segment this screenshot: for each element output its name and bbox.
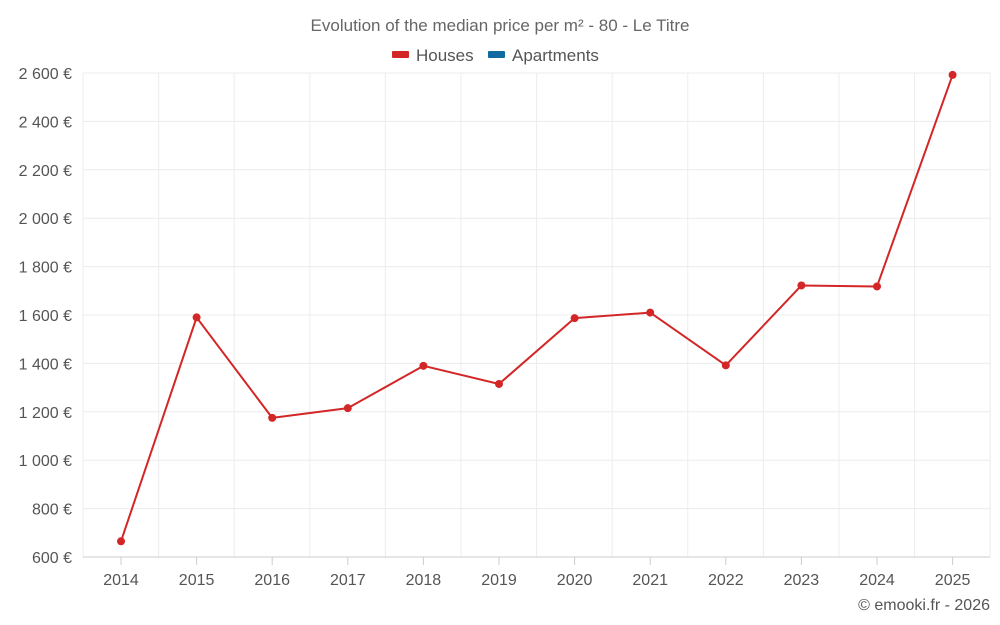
y-tick-label: 2 200 €: [19, 163, 72, 180]
x-tick-label: 2025: [935, 572, 971, 589]
data-point-houses-2014[interactable]: [117, 537, 125, 546]
data-point-houses-2019[interactable]: [495, 379, 503, 388]
data-point-houses-2022[interactable]: [721, 361, 730, 370]
data-point-houses-2020[interactable]: [570, 314, 579, 323]
x-tick-label: 2021: [632, 572, 668, 589]
data-point-houses-2024[interactable]: [873, 282, 881, 291]
x-tick-label: 2017: [330, 572, 366, 589]
x-tick-label: 2023: [784, 572, 820, 589]
credit-text: © emooki.fr - 2026: [858, 597, 990, 614]
chart-title: Evolution of the median price per m² - 8…: [311, 16, 690, 35]
x-tick-label: 2015: [179, 572, 215, 589]
legend-item-apartments[interactable]: Apartments: [488, 46, 599, 65]
data-point-houses-2018[interactable]: [419, 361, 428, 370]
x-tick-label: 2020: [557, 572, 593, 589]
data-point-houses-2023[interactable]: [797, 281, 806, 290]
y-tick-label: 2 400 €: [19, 114, 72, 131]
legend-label-apartments: Apartments: [512, 46, 599, 65]
y-tick-label: 2 000 €: [19, 211, 72, 228]
y-tick-label: 1 600 €: [19, 308, 72, 325]
legend-item-houses[interactable]: Houses: [392, 46, 474, 65]
y-tick-label: 1 200 €: [19, 405, 72, 422]
y-axis-labels: 600 € 800 € 1 000 € 1 200 € 1 400 € 1 600 € 1 …: [19, 66, 72, 567]
x-axis-labels: 2014 2015 2016 2017 2018 2019 2020 2021 2022 2023…: [103, 557, 970, 589]
x-tick-label: 2019: [481, 572, 517, 589]
x-tick-label: 2016: [254, 572, 290, 589]
series-houses: [117, 70, 957, 546]
data-point-houses-2017[interactable]: [343, 404, 352, 413]
data-point-houses-2021[interactable]: [646, 308, 655, 317]
y-tick-label: 1 800 €: [19, 260, 72, 277]
y-tick-label: 800 €: [32, 502, 72, 519]
data-point-houses-2015[interactable]: [192, 313, 201, 322]
x-tick-label: 2014: [103, 572, 139, 589]
data-point-houses-2025[interactable]: [948, 70, 957, 79]
y-tick-label: 600 €: [32, 550, 72, 567]
data-point-houses-2016[interactable]: [268, 413, 277, 422]
legend-label-houses: Houses: [416, 46, 474, 65]
x-tick-label: 2022: [708, 572, 744, 589]
series-line-houses: [120, 74, 954, 542]
x-tick-label: 2018: [406, 572, 442, 589]
y-tick-label: 1 000 €: [19, 453, 72, 470]
y-tick-label: 2 600 €: [19, 66, 72, 83]
legend-swatch-houses: [392, 51, 409, 58]
x-tick-label: 2024: [859, 572, 895, 589]
legend-swatch-apartments: [488, 51, 505, 58]
y-tick-label: 1 400 €: [19, 356, 72, 373]
legend: Houses Apartments: [392, 46, 599, 65]
